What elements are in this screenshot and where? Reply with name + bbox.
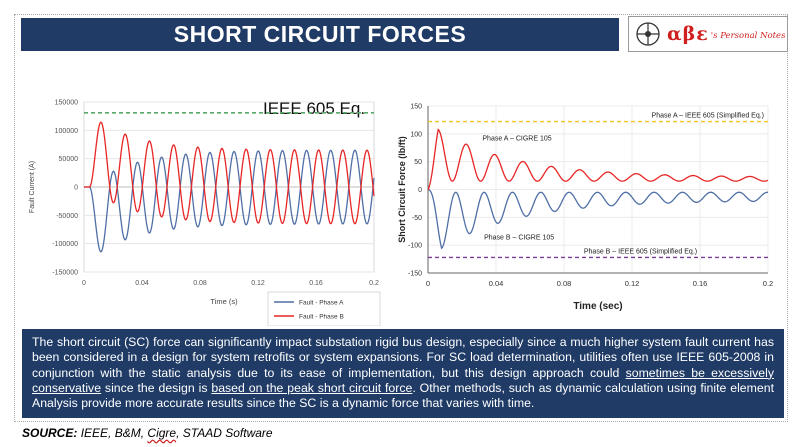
x-tick-label: 0.08 <box>557 279 572 288</box>
x-tick-label: 0.12 <box>625 279 640 288</box>
legend-box <box>267 291 381 326</box>
reference-label: Phase A – IEEE 605 (Simplified Eq.) <box>652 113 764 120</box>
y-tick-label: 150 <box>410 104 422 111</box>
chart-title: IEEE 605 Eq. <box>263 99 365 118</box>
description-part-2: since the design is <box>101 380 212 395</box>
y-tick-label: 50000 <box>59 156 79 163</box>
x-axis-label: Time (s) <box>210 297 238 306</box>
y-tick-label: -100 <box>408 243 422 250</box>
y-axis-label: Fault Current (A) <box>29 161 36 213</box>
y-tick-label: -100000 <box>52 241 78 248</box>
y-tick-label: 0 <box>418 187 422 194</box>
y-tick-label: 100000 <box>55 128 78 135</box>
series-label: Phase A – CIGRE 105 <box>482 136 551 143</box>
description-box: The short circuit (SC) force can signifi… <box>22 329 784 418</box>
y-tick-label: -50000 <box>56 213 78 220</box>
x-tick-label: 0 <box>82 280 86 287</box>
description-part-1: The short circuit (SC) force can signifi… <box>32 335 774 380</box>
description-emphasis-1: sometimes be excessively conservative <box>32 365 774 395</box>
x-tick-label: 0 <box>426 279 430 288</box>
x-tick-label: 0.16 <box>309 280 323 287</box>
x-tick-label: 0.2 <box>763 279 773 288</box>
x-tick-label: 0.12 <box>251 280 265 287</box>
x-tick-label: 0.04 <box>489 279 504 288</box>
series-line-phase-a <box>84 149 375 253</box>
y-tick-label: 100 <box>410 131 422 138</box>
logo-subtext: 's Personal Notes <box>710 31 786 41</box>
source-label: SOURCE: <box>22 426 78 440</box>
source-item: B&M <box>114 426 141 440</box>
source-line: SOURCE: IEEE, B&M, Cigre, STAAD Software <box>22 426 273 440</box>
logo: αβε 's Personal Notes <box>628 16 788 52</box>
y-tick-label: 150000 <box>55 100 78 107</box>
x-tick-label: 0.16 <box>693 279 708 288</box>
series-line-phase-b <box>428 188 769 250</box>
y-tick-label: 50 <box>414 159 422 166</box>
source-item: STAAD Software <box>182 426 273 440</box>
description-part-3: . Other methods, such as dynamic calcula… <box>32 380 774 411</box>
logo-text: αβε <box>667 23 709 45</box>
y-tick-label: 0 <box>74 185 78 192</box>
series-line-phase-a <box>427 128 769 191</box>
source-item: IEEE <box>80 426 109 440</box>
x-tick-label: 0.2 <box>369 280 379 287</box>
x-axis-label: Time (sec) <box>573 301 622 312</box>
y-tick-label: -50 <box>412 215 422 222</box>
series-line-phase-b <box>84 121 375 225</box>
fault-current-chart: -150000 -100000 -50000 0 50000 100000 150000 0 0… <box>29 99 381 326</box>
series-label: Phase B – CIGRE 105 <box>484 235 554 242</box>
legend-label: Fault - Phase A <box>299 300 344 307</box>
reference-label: Phase B – IEEE 605 (Simplified Eq.) <box>584 248 697 255</box>
legend-label: Fault - Phase B <box>299 314 344 321</box>
y-tick-label: -150000 <box>52 270 78 277</box>
y-tick-label: -150 <box>408 271 422 278</box>
source-item: Cigre <box>147 426 177 440</box>
x-tick-label: 0.08 <box>193 280 207 287</box>
logo-icon <box>636 22 660 46</box>
page-title: SHORT CIRCUIT FORCES <box>21 18 619 51</box>
sc-force-chart: -150 -100 -50 0 50 100 150 0 0.04 0.08 0.12 0.16 0.2… <box>398 104 773 313</box>
y-axis-label: Short Circuit Force (lb/ft) <box>398 136 407 243</box>
x-tick-label: 0.04 <box>135 280 149 287</box>
description-emphasis-2: based on the peak short circuit force <box>211 380 413 395</box>
